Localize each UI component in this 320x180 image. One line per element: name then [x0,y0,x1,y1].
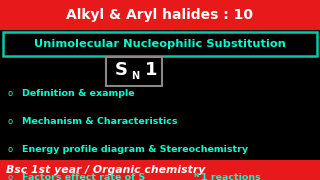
Text: o: o [7,89,12,98]
Text: Unimolecular Nucleophilic Substitution: Unimolecular Nucleophilic Substitution [34,39,286,49]
Text: o: o [7,145,12,154]
Text: N: N [194,173,199,178]
Text: o: o [7,117,12,126]
Bar [3,32,317,56]
Text: o: o [7,173,12,180]
Bar [0,0,320,30]
Text: 1 reactions: 1 reactions [201,173,261,180]
Text: 1: 1 [145,60,157,78]
Bar [0,160,320,180]
Text: S: S [114,60,127,78]
Text: Factors effect rate of S: Factors effect rate of S [22,173,146,180]
Text: N: N [131,71,139,81]
Bar [106,57,162,86]
Text: Bsc 1st year / Organic chemistry: Bsc 1st year / Organic chemistry [6,165,206,175]
Text: Mechanism & Characteristics: Mechanism & Characteristics [22,117,178,126]
Text: Alkyl & Aryl halides : 10: Alkyl & Aryl halides : 10 [67,8,253,22]
Text: Definition & example: Definition & example [22,89,135,98]
Text: Energy profile diagram & Stereochemistry: Energy profile diagram & Stereochemistry [22,145,249,154]
